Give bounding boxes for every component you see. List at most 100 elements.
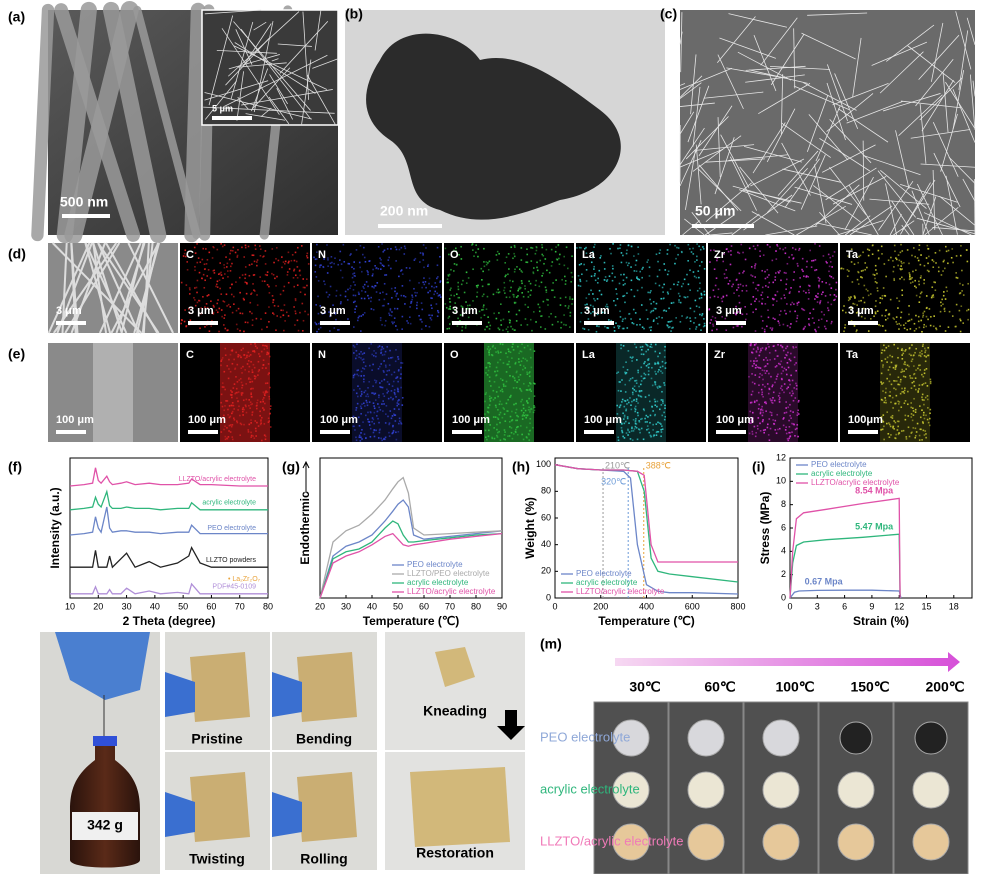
label: 150℃: [850, 679, 889, 695]
element-dot: [387, 248, 389, 250]
element-dot: [674, 263, 676, 265]
scale-bar: [584, 321, 614, 325]
element-dot: [199, 327, 201, 329]
element-dot: [275, 329, 277, 331]
element-dot: [631, 246, 633, 248]
element-dot: [521, 292, 523, 294]
element-dot: [420, 319, 422, 321]
element-dot: [465, 325, 467, 327]
element-dot: [723, 296, 725, 298]
element-dot: [327, 265, 329, 267]
element-dot: [768, 317, 770, 319]
element-dot: [224, 267, 226, 269]
element-dot: [649, 292, 651, 294]
element-dot: [601, 294, 603, 296]
element-dot: [237, 328, 239, 330]
element-dot: [430, 317, 432, 319]
element-dot: [903, 324, 905, 326]
element-dot: [521, 247, 523, 249]
element-dot: [698, 246, 700, 248]
element-dot: [223, 324, 225, 326]
element-dot: [288, 282, 290, 284]
element-dot: [755, 330, 757, 332]
series-label: LLZTO powders: [206, 557, 257, 564]
element-dot: [966, 310, 968, 312]
element-dot: [232, 250, 234, 252]
element-dot: [319, 265, 321, 267]
element-dot: [354, 272, 356, 274]
element-dot: [783, 324, 785, 326]
element-dot: [806, 266, 808, 268]
element-dot: [881, 298, 883, 300]
element-dot: [252, 254, 254, 256]
element-dot: [433, 287, 435, 289]
element-dot: [199, 272, 201, 274]
element-dot: [272, 295, 274, 297]
element-dot: [742, 252, 744, 254]
element-dot: [429, 290, 431, 292]
element-dot: [293, 277, 295, 279]
y-axis-title: Intensity (a.u.): [48, 487, 62, 568]
element-dot: [630, 318, 632, 320]
element-dot: [273, 274, 275, 276]
x-tick-label: 80: [263, 601, 273, 611]
label: 100 μm: [320, 414, 358, 426]
element-dot: [239, 330, 241, 332]
element-dot: [932, 294, 934, 296]
element-dot: [537, 304, 539, 306]
element-dot: [384, 299, 386, 301]
element-dot: [622, 318, 624, 320]
element-dot: [630, 266, 632, 268]
x-axis-title: Strain (%): [853, 614, 909, 628]
element-dot: [430, 304, 432, 306]
element-dot: [555, 246, 557, 248]
element-dot: [641, 287, 643, 289]
element-dot: [246, 283, 248, 285]
element-dot: [753, 282, 755, 284]
x-tick-label: 12: [894, 601, 904, 611]
element-dot: [694, 311, 696, 313]
element-dot: [243, 331, 245, 333]
element-dot: [658, 316, 660, 318]
sample-disc: [763, 824, 799, 860]
element-dot: [692, 253, 694, 255]
element-dot: [763, 254, 765, 256]
element-dot: [528, 280, 530, 282]
element-dot: [565, 296, 567, 298]
x-tick-label: 60: [419, 601, 429, 611]
element-dot: [586, 297, 588, 299]
element-dot: [656, 253, 658, 255]
element-dot: [291, 260, 293, 262]
element-dot: [754, 276, 756, 278]
element-dot: [354, 275, 356, 277]
element-dot: [294, 260, 296, 262]
element-dot: [563, 256, 565, 258]
element-dot: [754, 267, 756, 269]
element-dot: [754, 300, 756, 302]
element-dot: [237, 255, 239, 257]
element-dot: [184, 309, 186, 311]
element-dot: [854, 263, 856, 265]
element-dot: [761, 316, 763, 318]
element-dot: [889, 313, 891, 315]
element-dot: [449, 323, 451, 325]
label: (b): [345, 6, 363, 22]
element-dot: [614, 330, 616, 332]
element-dot: [293, 286, 295, 288]
element-dot: [728, 251, 730, 253]
element-dot: [183, 255, 185, 257]
element-dot: [804, 326, 806, 328]
element-dot: [431, 307, 433, 309]
element-dot: [740, 244, 742, 246]
element-dot: [384, 274, 386, 276]
element-label: N: [318, 249, 326, 261]
x-tick-label: 3: [815, 601, 820, 611]
element-dot: [818, 326, 820, 328]
element-dot: [961, 290, 963, 292]
element-dot: [196, 287, 198, 289]
sample-disc: [688, 720, 724, 756]
element-dot: [284, 304, 286, 306]
element-dot: [186, 284, 188, 286]
element-dot: [496, 318, 498, 320]
element-dot: [362, 286, 364, 288]
